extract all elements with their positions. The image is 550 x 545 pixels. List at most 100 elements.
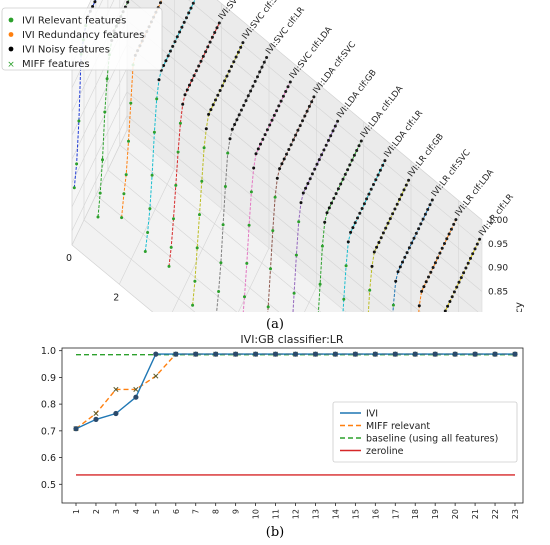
series-point [312, 351, 319, 357]
legend-label: MIFF relevant [366, 421, 430, 432]
feature-point [420, 289, 424, 293]
feature-point [265, 56, 269, 59]
feature-point [358, 211, 362, 215]
feature-point [315, 162, 319, 166]
series-point [272, 351, 279, 357]
feature-point [417, 227, 421, 231]
feature-point [181, 102, 185, 106]
feature-point [331, 129, 335, 133]
feature-point [312, 95, 316, 99]
feature-point [449, 227, 453, 231]
grid-line-z [71, 115, 364, 312]
x-tick-label: 23 [511, 509, 520, 519]
feature-point [384, 226, 388, 230]
feature-point [275, 176, 279, 180]
legend-label: IVI [366, 409, 378, 420]
series-point [213, 351, 219, 357]
feature-point [428, 203, 432, 207]
feature-point [166, 54, 170, 58]
feature-point [164, 59, 168, 63]
feature-point [172, 217, 175, 221]
x-tick-label: 10 [252, 509, 261, 519]
feature-point [378, 168, 382, 172]
feature-point [185, 88, 189, 92]
series-point [472, 351, 478, 357]
feature-point [199, 59, 203, 63]
feature-point [277, 104, 281, 108]
chart-2d-axes: IVI:GB classifier:LR0.50.60.70.80.91.01 2… [41, 333, 524, 519]
feature-point [333, 124, 337, 128]
x-tick-label: 3 [112, 509, 121, 514]
feature-point [174, 183, 178, 187]
feature-point [403, 255, 407, 259]
y-tick-label: 0.6 [41, 453, 56, 464]
x-tick-label: 12 [292, 509, 301, 519]
feature-point [247, 223, 251, 227]
feature-point [336, 187, 340, 191]
y-tick-label: 1.0 [41, 346, 56, 357]
grid-line-x [363, 121, 365, 312]
z-tick-label: 0.90 [488, 264, 508, 274]
feature-point [396, 270, 400, 274]
feature-point [343, 172, 347, 176]
feature-point [436, 256, 440, 260]
feature-point [446, 304, 450, 308]
feature-point [178, 121, 182, 125]
feature-point [208, 40, 212, 44]
feature-point [377, 241, 381, 244]
feature-point [221, 223, 225, 227]
grid-line-z [71, 0, 483, 221]
feature-point [220, 84, 224, 88]
series-point [133, 386, 139, 392]
feature-point [443, 309, 447, 312]
x-tick-label: 17 [391, 509, 400, 519]
series-point [153, 373, 159, 379]
feature-point [304, 186, 308, 190]
series-point [332, 351, 338, 357]
feature-point [182, 20, 186, 24]
feature-point [457, 280, 461, 284]
feature-point [98, 191, 102, 195]
feature-point [168, 49, 172, 53]
feature-point [287, 148, 291, 151]
feature-point [289, 143, 293, 147]
feature-point [431, 266, 435, 269]
legend-label: IVI Noisy features [22, 45, 110, 56]
feature-point [185, 16, 188, 20]
feature-point [346, 240, 350, 244]
series-point [432, 351, 438, 357]
feature-point [393, 207, 397, 211]
accuracy-line-chart: IVI:GB classifier:LR0.50.60.70.80.91.01 2… [41, 333, 524, 519]
feature-point [419, 222, 423, 226]
feature-point [429, 270, 433, 274]
feature-point [225, 74, 229, 78]
feature-point [280, 162, 284, 166]
feature-point [433, 261, 437, 265]
feature-point [351, 226, 355, 230]
feature-point [150, 173, 154, 177]
feature-point [157, 78, 161, 82]
feature-point [143, 250, 147, 253]
feature-point [381, 163, 385, 167]
y-tick-label: 0.7 [41, 426, 56, 437]
feature-point [218, 89, 222, 92]
x-tick-label: 18 [411, 509, 420, 519]
feature-point [447, 232, 451, 236]
feature-point [294, 133, 298, 137]
feature-point [421, 217, 425, 221]
feature-point [258, 70, 262, 74]
x-tick-label: 21 [471, 509, 480, 519]
feature-point [265, 128, 269, 132]
feature-point [310, 172, 314, 176]
x-tick-label: 14 [331, 509, 340, 519]
feature-point [356, 216, 359, 220]
feature-point [239, 108, 243, 112]
x-tick-label: 19 [431, 509, 440, 519]
chart-title: IVI:GB classifier:LR [240, 333, 344, 346]
feature-point [191, 303, 195, 307]
series-point [193, 351, 199, 357]
feature-point [167, 264, 171, 268]
series-name-label: IVI:LDA clf:GB [335, 68, 379, 120]
feature-point [325, 211, 329, 215]
z-tick-label: 1.00 [488, 216, 508, 226]
